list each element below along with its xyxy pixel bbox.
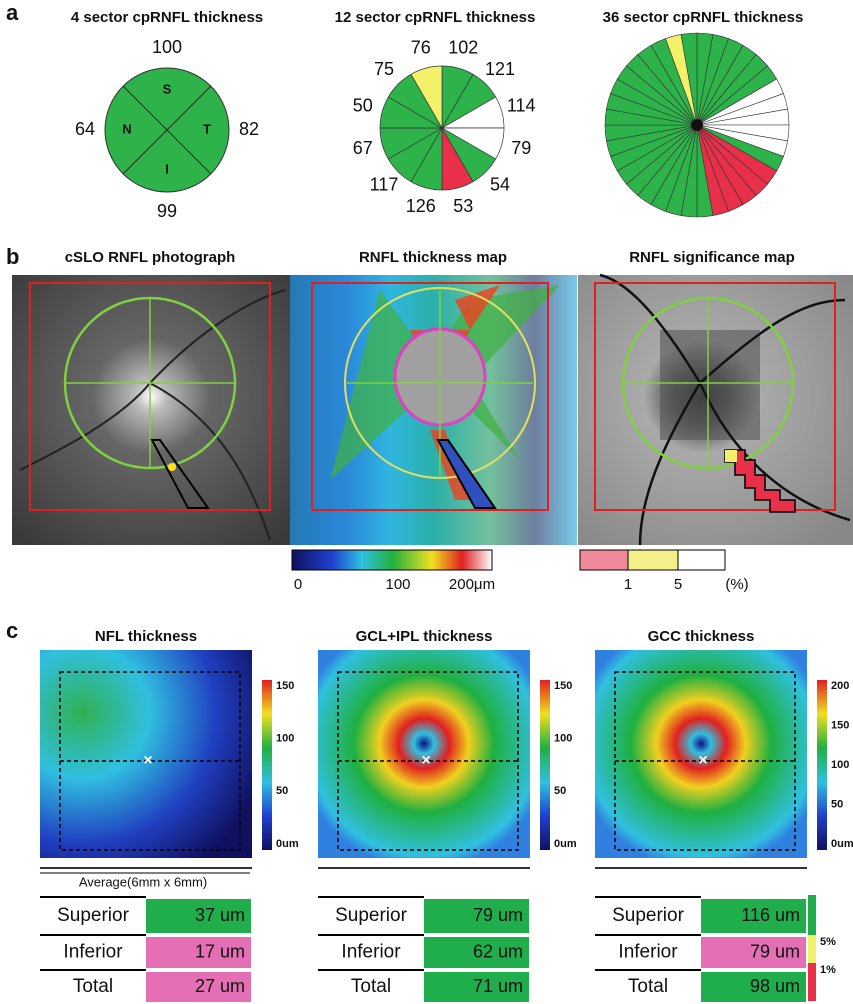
scale-label: 0um: [831, 838, 853, 850]
scale-bar: [540, 680, 550, 850]
legend-label: 5%: [820, 936, 836, 948]
scale-label: 1: [624, 576, 632, 593]
thickness-image: [290, 275, 577, 545]
title: 4 sector cpRNFL thickness: [71, 9, 263, 26]
row-label: Inferior: [618, 942, 678, 963]
sector-value: 75: [374, 59, 394, 79]
sector-value: 82: [239, 119, 259, 139]
sector-value: 64: [75, 119, 95, 139]
title: GCC thickness: [648, 628, 755, 645]
panel-label: b: [6, 244, 19, 269]
page: a b c 4 sector cpRNFL thickness 12 secto…: [0, 0, 853, 1004]
sector-value: 100: [152, 37, 182, 57]
scale-label: 0um: [554, 838, 577, 850]
title: RNFL significance map: [629, 249, 795, 266]
sector-value: 114: [507, 96, 536, 116]
thickness-maps: NFL thickness × 150 100 50 0um GCL+IPL thickne…: [40, 628, 853, 868]
row-label: Superior: [335, 905, 407, 926]
sector-value: 121: [485, 59, 515, 79]
photograph: [12, 275, 290, 545]
scale-bar: [262, 680, 272, 850]
quadrant-label: I: [165, 161, 169, 176]
fovea: ×: [143, 752, 152, 769]
row-value: 79 um: [473, 905, 523, 925]
fovea: ×: [698, 752, 707, 769]
title: NFL thickness: [95, 628, 197, 645]
sector-value: 50: [353, 96, 373, 116]
scale-label: 0um: [276, 838, 299, 850]
scale-bar: [817, 680, 827, 850]
scale-label: (%): [725, 576, 748, 593]
average-label: Average(6mm x 6mm): [79, 874, 207, 889]
fovea: ×: [421, 752, 430, 769]
row-label: Total: [628, 976, 668, 997]
sector-value: 76: [411, 38, 431, 58]
sector-value: 102: [448, 38, 478, 58]
tables: Superior 37 um Inferior 17 um Total 27 um Supe…: [40, 873, 806, 1002]
significance-image: [578, 275, 853, 545]
scale-label: 100: [276, 733, 294, 745]
panel-label: a: [6, 0, 19, 25]
row-value: 71 um: [473, 976, 523, 996]
sector-value: 67: [353, 138, 373, 158]
significance-colorbar: [580, 550, 725, 570]
row-value: 62 um: [473, 941, 523, 961]
row-label: Superior: [57, 905, 129, 926]
sector-value: 54: [490, 175, 510, 195]
thickness-colorbar: [292, 550, 492, 570]
scale-label: 50: [276, 785, 288, 797]
sector-value: 53: [453, 196, 473, 216]
row-label: Total: [351, 976, 391, 997]
row-value: 27 um: [195, 976, 245, 996]
scale-label: 150: [831, 719, 849, 731]
row-label: Total: [73, 976, 113, 997]
scale-label: 5: [674, 576, 682, 593]
quadrant-label: S: [163, 81, 172, 96]
scale-label: 200μm: [449, 576, 495, 593]
row-value: 17 um: [195, 941, 245, 961]
scale-label: 50: [831, 798, 843, 810]
title: RNFL thickness map: [359, 249, 507, 266]
quadrant-label: T: [203, 121, 211, 136]
legend-label: 1%: [820, 964, 836, 976]
title: GCL+IPL thickness: [356, 628, 493, 645]
row-label: Superior: [612, 905, 684, 926]
sector-value: 79: [511, 138, 531, 158]
scale-label: 100: [385, 576, 410, 593]
sector-value: 117: [370, 175, 399, 195]
row-value: 79 um: [750, 941, 800, 961]
sector-value: 99: [157, 201, 177, 221]
scale-label: 50: [554, 785, 566, 797]
panel-label: c: [6, 618, 18, 643]
legend: [808, 895, 816, 1001]
scale-label: 100: [831, 759, 849, 771]
row-label: Inferior: [341, 942, 401, 963]
title: 36 sector cpRNFL thickness: [603, 9, 804, 26]
title: 12 sector cpRNFL thickness: [335, 9, 536, 26]
scale-label: 100: [554, 733, 572, 745]
row-label: Inferior: [63, 942, 123, 963]
title: cSLO RNFL photograph: [65, 249, 236, 266]
scale-label: 0: [294, 576, 302, 593]
scale-label: 150: [276, 680, 294, 692]
figure: a b c 4 sector cpRNFL thickness 12 secto…: [0, 0, 853, 1004]
sector-value: 126: [406, 196, 436, 216]
row-value: 37 um: [195, 905, 245, 925]
quadrant-label: N: [122, 121, 131, 136]
scale-label: 150: [554, 680, 572, 692]
row-value: 116 um: [741, 905, 800, 925]
center: [691, 119, 703, 131]
scale-label: 200: [831, 680, 849, 692]
row-value: 98 um: [750, 976, 800, 996]
